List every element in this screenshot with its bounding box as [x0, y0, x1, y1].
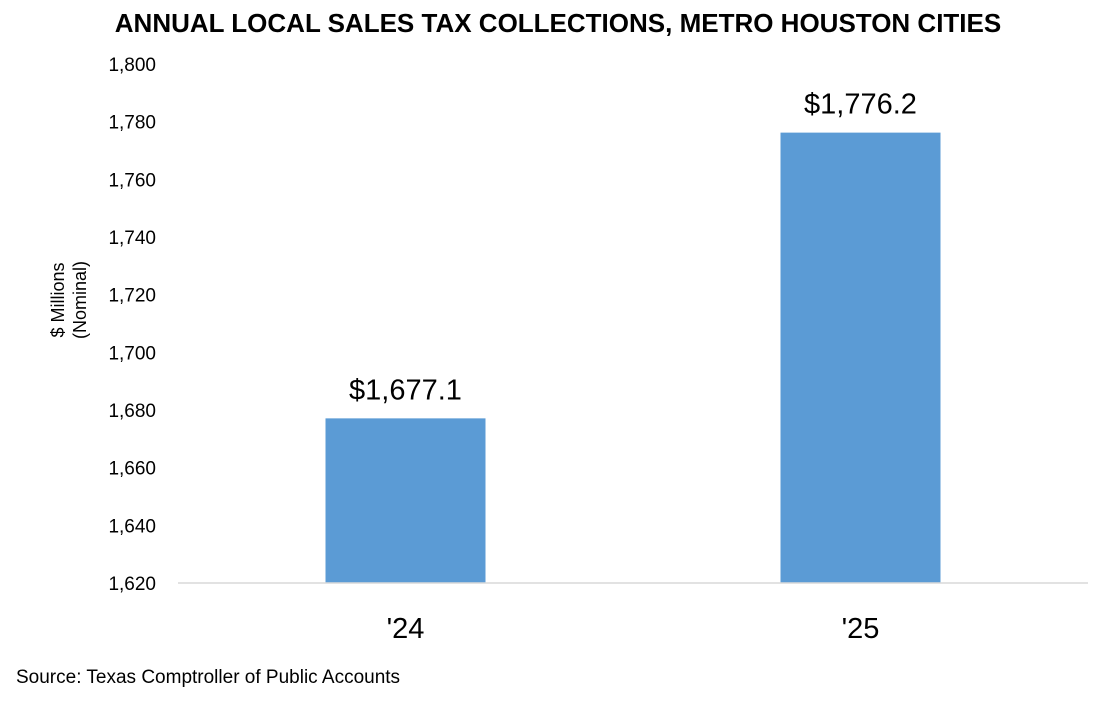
source-note: Source: Texas Comptroller of Public Acco… [16, 667, 401, 688]
chart-title: ANNUAL LOCAL SALES TAX COLLECTIONS, METR… [114, 8, 1002, 38]
x-tick-label: '24 [387, 613, 425, 645]
y-tick-label: 1,660 [108, 459, 156, 480]
bar-0 [325, 418, 486, 583]
y-tick-label: 1,680 [108, 401, 156, 422]
y-tick-label: 1,740 [108, 228, 156, 249]
y-tick-label: 1,760 [108, 170, 156, 191]
y-tick-label: 1,620 [108, 574, 156, 595]
y-tick-label: 1,800 [108, 55, 156, 76]
bar-1 [780, 132, 941, 583]
y-tick-label: 1,700 [108, 343, 156, 364]
y-tick-label: 1,640 [108, 516, 156, 537]
y-tick-label: 1,780 [108, 113, 156, 134]
x-tick-label: '25 [842, 613, 880, 645]
data-label: $1,677.1 [349, 374, 462, 406]
y-axis-label: $ Millions (Nominal) [48, 261, 90, 339]
data-label: $1,776.2 [804, 89, 917, 121]
y-tick-label: 1,720 [108, 286, 156, 307]
